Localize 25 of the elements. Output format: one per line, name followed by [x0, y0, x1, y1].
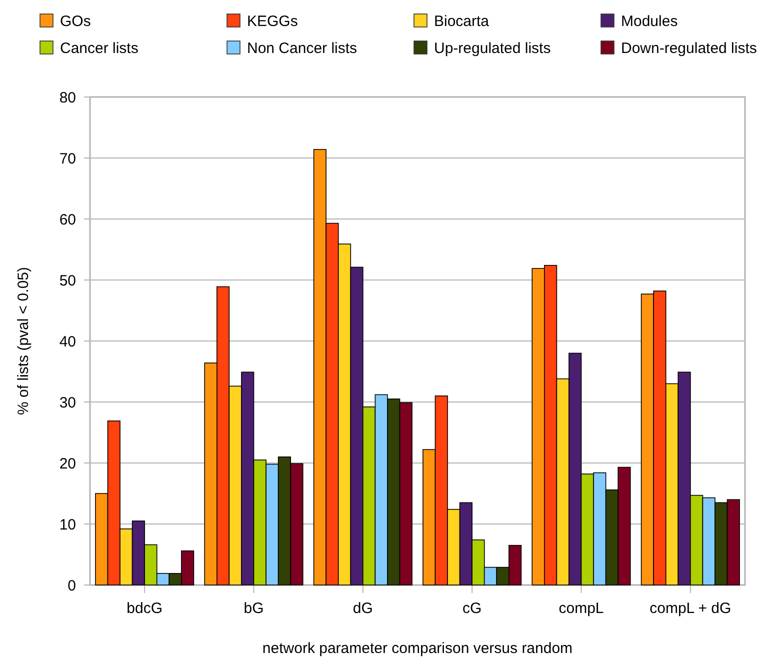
x-axis-title: network parameter comparison versus random — [262, 640, 573, 657]
legend-label: Cancer lists — [60, 40, 138, 57]
legend-label: GOs — [60, 13, 91, 30]
x-tick-label: compL — [558, 600, 604, 617]
x-tick-label: cG — [462, 600, 482, 617]
legend-label: Biocarta — [434, 13, 490, 30]
legend-label: Up-regulated lists — [434, 40, 551, 57]
legend-label: Modules — [621, 13, 678, 30]
y-tick-label: 30 — [59, 394, 76, 412]
y-tick-label: 0 — [68, 577, 76, 594]
y-tick-label: 20 — [59, 455, 76, 472]
y-axis-title: % of lists (pval < 0.05) — [15, 267, 32, 415]
y-tick-label: 10 — [59, 516, 76, 534]
x-tick-label: compL + dG — [650, 600, 732, 617]
y-tick-label: 80 — [59, 89, 76, 106]
y-tick-label: 40 — [59, 333, 76, 350]
legend-label: Non Cancer lists — [247, 40, 358, 57]
y-tick-label: 50 — [59, 272, 76, 290]
y-tick-label: 70 — [59, 150, 76, 168]
legend-label: KEGGs — [247, 13, 298, 30]
y-tick-label: 60 — [59, 211, 76, 228]
legend-label: Down-regulated lists — [621, 40, 757, 57]
x-tick-label: bG — [244, 600, 264, 617]
x-tick-label: bdcG — [126, 600, 163, 617]
x-tick-label: dG — [352, 600, 373, 617]
